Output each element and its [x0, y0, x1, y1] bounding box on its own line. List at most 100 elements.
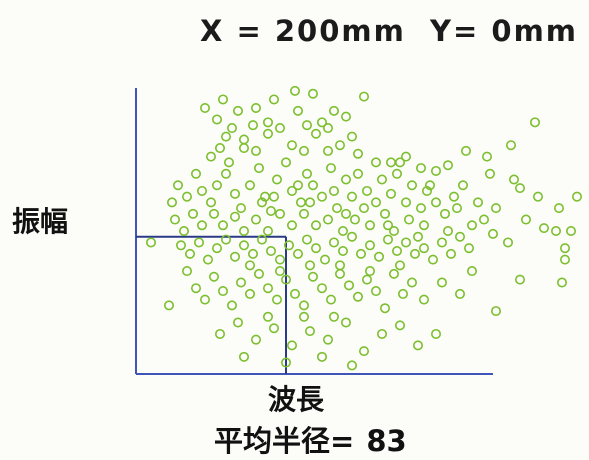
- data-point: [286, 340, 297, 351]
- data-point: [316, 351, 327, 362]
- data-point: [170, 214, 181, 225]
- data-point: [325, 294, 336, 305]
- data-point: [221, 234, 232, 245]
- data-point: [442, 226, 453, 237]
- data-point: [316, 191, 327, 202]
- data-point: [280, 274, 291, 285]
- data-point: [254, 268, 265, 279]
- data-point: [409, 248, 420, 259]
- data-point: [550, 226, 561, 237]
- data-point: [292, 180, 303, 191]
- data-point: [346, 360, 357, 371]
- data-point: [262, 311, 273, 322]
- data-point: [236, 277, 247, 288]
- data-point: [274, 254, 285, 265]
- data-point: [280, 157, 291, 168]
- data-point: [328, 237, 339, 248]
- data-point: [454, 288, 465, 299]
- data-point: [388, 268, 399, 279]
- data-point: [182, 191, 193, 202]
- data-point: [319, 254, 330, 265]
- data-point: [406, 277, 417, 288]
- data-point: [239, 351, 250, 362]
- data-point: [262, 117, 273, 128]
- data-point: [322, 334, 333, 345]
- data-point: [295, 197, 306, 208]
- data-point: [415, 203, 426, 214]
- data-point: [146, 237, 157, 248]
- data-point: [466, 266, 477, 277]
- data-point: [400, 197, 411, 208]
- data-point: [439, 208, 450, 219]
- data-point: [230, 251, 241, 262]
- data-point: [412, 231, 423, 242]
- data-point: [218, 94, 229, 105]
- data-point: [197, 220, 208, 231]
- data-point: [436, 277, 447, 288]
- data-point: [322, 214, 333, 225]
- data-point: [248, 120, 259, 131]
- data-point: [191, 283, 202, 294]
- data-point: [376, 174, 387, 185]
- data-point: [490, 203, 501, 214]
- data-point: [418, 220, 429, 231]
- data-point: [194, 237, 205, 248]
- data-point: [565, 226, 576, 237]
- data-point: [289, 85, 300, 96]
- data-point: [358, 346, 369, 357]
- data-point: [448, 191, 459, 202]
- data-point: [307, 88, 318, 99]
- data-point: [370, 157, 381, 168]
- data-point: [382, 220, 393, 231]
- data-point: [286, 185, 297, 196]
- data-point: [334, 140, 345, 151]
- data-point: [185, 248, 196, 259]
- data-point: [212, 243, 223, 254]
- data-point: [310, 243, 321, 254]
- data-point: [298, 311, 309, 322]
- data-point: [274, 208, 285, 219]
- data-point: [337, 226, 348, 237]
- data-point: [262, 283, 273, 294]
- data-point: [352, 291, 363, 302]
- data-point: [421, 185, 432, 196]
- data-point: [379, 303, 390, 314]
- data-point: [265, 205, 276, 216]
- data-point: [364, 266, 375, 277]
- data-point: [271, 174, 282, 185]
- data-point: [239, 226, 250, 237]
- data-point: [265, 246, 276, 257]
- data-point: [385, 157, 396, 168]
- data-point: [316, 283, 327, 294]
- x-axis-label: 波長: [268, 383, 325, 416]
- data-point: [571, 191, 582, 202]
- data-point: [412, 340, 423, 351]
- data-point: [316, 117, 327, 128]
- data-point: [463, 243, 474, 254]
- data-point: [212, 180, 223, 191]
- data-point: [215, 143, 226, 154]
- mean-radius-value: 83: [366, 424, 407, 458]
- data-point: [206, 197, 217, 208]
- data-point: [200, 103, 211, 114]
- data-point: [286, 140, 297, 151]
- data-point: [251, 214, 262, 225]
- data-point: [218, 220, 229, 231]
- data-point: [394, 260, 405, 271]
- data-point: [227, 123, 238, 134]
- data-point: [251, 145, 262, 156]
- data-point: [328, 105, 339, 116]
- data-point: [361, 274, 372, 285]
- data-point: [454, 231, 465, 242]
- data-point: [340, 317, 351, 328]
- data-point: [310, 128, 321, 139]
- data-point: [406, 180, 417, 191]
- data-point: [248, 248, 259, 259]
- data-point: [415, 163, 426, 174]
- data-point: [514, 274, 525, 285]
- data-point: [532, 191, 543, 202]
- data-point: [361, 185, 372, 196]
- data-point: [430, 165, 441, 176]
- data-point: [400, 237, 411, 248]
